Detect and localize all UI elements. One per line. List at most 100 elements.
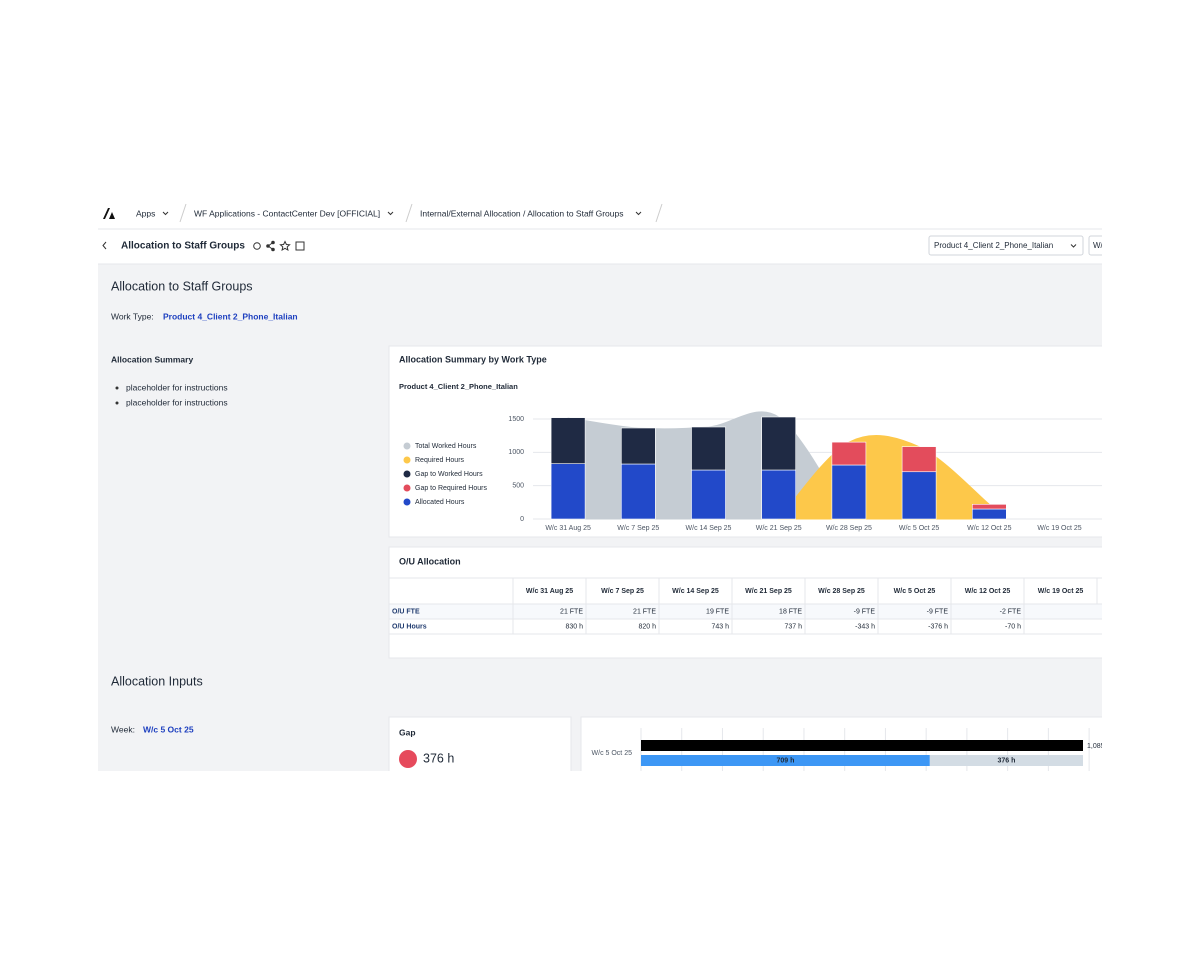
bar: [620, 463, 656, 520]
cell: -343 h: [855, 623, 875, 630]
chevron[interactable]: [387, 211, 394, 216]
logo[interactable]: [103, 208, 115, 219]
x-tick-label: W/c 19 Oct 25: [1037, 525, 1081, 532]
bar: [641, 740, 1083, 751]
bar: [641, 755, 930, 766]
selector[interactable]: [928, 235, 1084, 256]
gap-card: [388, 716, 572, 771]
bar: [929, 755, 1083, 766]
table-card: [388, 546, 1102, 659]
chart-subtitle: Product 4_Client 2_Phone_Italian: [399, 382, 518, 391]
inputs-heading: Allocation Inputs: [111, 674, 203, 688]
refresh[interactable]: [253, 242, 261, 250]
week[interactable]: W/c 5 Oct 25: [143, 724, 194, 734]
share[interactable]: [266, 240, 275, 252]
legend-label: Required Hours: [415, 457, 465, 464]
row-label: O/U FTE: [392, 608, 420, 615]
value-label: 709 h: [776, 757, 794, 764]
breadcrumb[interactable]: Internal/External Allocation / Allocatio…: [420, 208, 624, 218]
row-label: O/U Hours: [392, 623, 427, 630]
row-bg: [388, 618, 1102, 635]
cell: 743 h: [711, 623, 729, 630]
chevron[interactable]: [635, 211, 642, 216]
column-header: W/c 19 Oct 25: [1038, 588, 1084, 595]
toolbar-title: Allocation to Staff Groups: [121, 241, 245, 252]
bar: [761, 416, 797, 471]
summary-title: Allocation Summary: [111, 354, 193, 364]
cell: -2 FTE: [1000, 608, 1022, 615]
add[interactable]: [295, 241, 305, 251]
sep: [179, 203, 187, 223]
value-label: 1,085: [1087, 743, 1102, 750]
nav-apps[interactable]: Apps: [136, 208, 155, 218]
cell: 830 h: [565, 623, 583, 630]
breadcrumb[interactable]: WF Applications - ContactCenter Dev [OFF…: [194, 208, 380, 218]
selector-text[interactable]: W/c 5 Oct 25: [1093, 241, 1102, 250]
bar: [971, 508, 1007, 520]
label: Work Type:: [111, 311, 154, 321]
gap-value: 376 h: [423, 751, 454, 765]
work-type[interactable]: Product 4_Client 2_Phone_Italian: [163, 311, 298, 321]
legend-label: Gap to Required Hours: [415, 485, 487, 492]
column-header: W/c 14 Sep 25: [672, 588, 719, 595]
page-heading: Allocation to Staff Groups: [111, 279, 253, 293]
cell: 737 h: [784, 623, 802, 630]
column-header: W/c 28 Sep 25: [818, 588, 865, 595]
cell: -9 FTE: [854, 608, 876, 615]
favorite[interactable]: [279, 240, 291, 252]
cell: -70 h: [1005, 623, 1021, 630]
legend-label: Total Worked Hours: [415, 443, 477, 450]
x-tick-label: W/c 5 Oct 25: [899, 525, 940, 532]
x-tick-label: W/c 12 Oct 25: [967, 525, 1011, 532]
label: Week:: [111, 724, 135, 734]
bar: [901, 446, 937, 473]
row-bg: [388, 603, 1102, 620]
app-frame: Apps WF Applications - ContactCenter Dev…: [98, 200, 1102, 771]
legend-swatch: [403, 484, 411, 492]
sep: [655, 203, 663, 223]
selector[interactable]: [1088, 235, 1102, 256]
chevron[interactable]: [162, 211, 169, 216]
cell: 21 FTE: [633, 608, 656, 615]
bar: [620, 427, 656, 465]
bar: [831, 441, 867, 466]
summary-item: placeholder for instructions: [126, 397, 228, 407]
cell: -376 h: [928, 623, 948, 630]
bullet: [115, 401, 119, 405]
cell: 19 FTE: [706, 608, 729, 615]
table-title: O/U Allocation: [399, 556, 461, 566]
ou-table: W/c 31 Aug 25 W/c 7 Sep 25 W/c 14 Sep 25 W/…: [388, 577, 1102, 635]
category-label: W/c 5 Oct 25: [592, 750, 633, 757]
screen: Apps WF Applications - ContactCenter Dev…: [98, 200, 1102, 771]
area: [777, 435, 990, 520]
gap-indicator: [399, 750, 417, 768]
cell: 21 FTE: [560, 608, 583, 615]
selector-text[interactable]: Product 4_Client 2_Phone_Italian: [934, 241, 1053, 250]
legend-swatch: [403, 456, 411, 464]
x-tick-label: W/c 21 Sep 25: [756, 525, 802, 532]
x-tick-label: W/c 31 Aug 25: [545, 525, 591, 532]
bar: [831, 464, 867, 520]
chevron[interactable]: [1070, 244, 1077, 248]
x-tick-label: W/c 7 Sep 25: [617, 525, 659, 532]
legend-swatch: [403, 470, 411, 478]
column-header: W/c 21 Sep 25: [745, 588, 792, 595]
bar: [550, 417, 586, 464]
main-chart: 0 500 1000 1500 W/c 31 Aug 25 W/c 7 Sep 25 W/c…: [403, 411, 1102, 532]
bar: [901, 471, 937, 520]
bullet: [115, 386, 119, 390]
column-header: W/c 31 Aug 25: [526, 588, 573, 595]
cell: 18 FTE: [779, 608, 802, 615]
gap-chart: W/c 5 Oct 25 1,085 709 h 376 h: [592, 728, 1102, 771]
back[interactable]: [102, 241, 107, 250]
cell: 820 h: [638, 623, 656, 630]
y-tick-label: 1500: [508, 416, 524, 423]
bar: [691, 426, 726, 471]
y-tick-label: 0: [520, 516, 524, 523]
column-header: W/c 12 Oct 25: [965, 588, 1011, 595]
y-tick-label: 1000: [508, 449, 524, 456]
y-tick-label: 500: [512, 483, 524, 490]
bar: [761, 469, 797, 520]
bar: [971, 504, 1007, 510]
column-header: W/c 7 Sep 25: [601, 588, 644, 595]
